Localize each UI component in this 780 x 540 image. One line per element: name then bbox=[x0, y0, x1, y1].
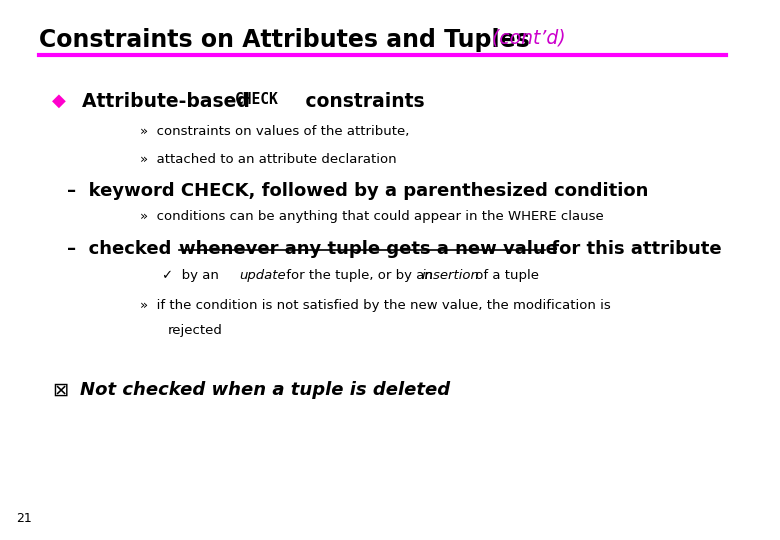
Text: (cont’d): (cont’d) bbox=[485, 28, 566, 48]
Text: constraints: constraints bbox=[299, 92, 424, 111]
Text: »  conditions can be anything that could appear in the WHERE clause: » conditions can be anything that could … bbox=[140, 210, 604, 223]
Text: Attribute-based: Attribute-based bbox=[82, 92, 257, 111]
Text: »  if the condition is not satisfied by the new value, the modification is: » if the condition is not satisfied by t… bbox=[140, 299, 611, 312]
Text: rejected: rejected bbox=[167, 323, 222, 337]
Text: CHECK: CHECK bbox=[235, 92, 278, 107]
Text: –  checked: – checked bbox=[67, 240, 178, 258]
Text: for this attribute: for this attribute bbox=[545, 240, 722, 258]
Text: –  keyword CHECK, followed by a parenthesized condition: – keyword CHECK, followed by a parenthes… bbox=[67, 183, 648, 200]
Text: 21: 21 bbox=[16, 512, 32, 525]
Text: update: update bbox=[239, 269, 285, 282]
Text: »  attached to an attribute declaration: » attached to an attribute declaration bbox=[140, 153, 396, 166]
Text: ✓  by an: ✓ by an bbox=[162, 269, 223, 282]
Text: Not checked when a tuple is deleted: Not checked when a tuple is deleted bbox=[80, 381, 450, 399]
Text: for the tuple, or by an: for the tuple, or by an bbox=[282, 269, 437, 282]
Text: whenever any tuple gets a new value: whenever any tuple gets a new value bbox=[179, 240, 558, 258]
Text: »  constraints on values of the attribute,: » constraints on values of the attribute… bbox=[140, 125, 409, 138]
Text: of a tuple: of a tuple bbox=[470, 269, 539, 282]
Text: Constraints on Attributes and Tuples: Constraints on Attributes and Tuples bbox=[39, 28, 530, 52]
Text: ⊠: ⊠ bbox=[52, 381, 69, 400]
Text: insertion: insertion bbox=[421, 269, 479, 282]
Text: ◆: ◆ bbox=[52, 92, 66, 110]
